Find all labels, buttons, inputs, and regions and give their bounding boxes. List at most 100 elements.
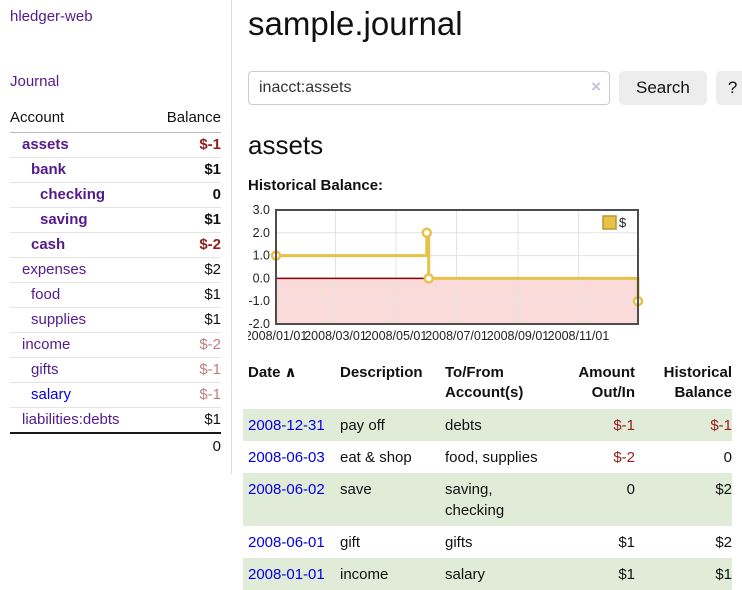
account-balance: $1 xyxy=(151,307,221,333)
account-name: expenses xyxy=(10,257,152,283)
account-row: bank $1 xyxy=(10,157,221,183)
account-balance: $2 xyxy=(151,257,221,283)
register-col-accounts: To/From Account(s) xyxy=(445,364,524,401)
account-balance: 0 xyxy=(151,182,221,208)
account-row: liabilities:debts $1 xyxy=(10,407,221,433)
transaction-row: 2008-01-01 income salary $1 $1 xyxy=(243,558,732,590)
svg-text:2008/09/01: 2008/09/01 xyxy=(487,329,550,343)
transaction-date: 2008-06-01 xyxy=(243,526,340,558)
account-name: liabilities:debts xyxy=(10,407,152,433)
transaction-amount: $1 xyxy=(618,566,635,583)
transaction-balance: 0 xyxy=(723,449,732,466)
search-button[interactable]: Search xyxy=(619,71,707,105)
transaction-date-link[interactable]: 2008-12-31 xyxy=(248,417,325,434)
transaction-accounts: debts xyxy=(445,417,482,434)
account-link[interactable]: expenses xyxy=(22,261,87,278)
transaction-row: 2008-12-31 pay off debts $-1 $-1 xyxy=(243,409,732,441)
transaction-description: save xyxy=(340,481,372,498)
account-row: income $-2 xyxy=(10,332,221,358)
account-link[interactable]: food xyxy=(31,286,61,303)
transaction-description: pay off xyxy=(340,417,385,434)
transaction-amount: $1 xyxy=(618,534,635,551)
account-link[interactable]: gifts xyxy=(31,361,59,378)
transaction-date-link[interactable]: 2008-06-03 xyxy=(248,449,325,466)
account-balance: $1 xyxy=(151,282,221,308)
account-row: gifts $-1 xyxy=(10,357,221,383)
account-name: supplies xyxy=(10,307,152,333)
transaction-date: 2008-12-31 xyxy=(243,409,340,441)
account-row: saving $1 xyxy=(10,207,221,233)
accounts-table: Account Balance assets $-1 bank $1 check… xyxy=(10,106,221,460)
account-balance: $1 xyxy=(151,407,221,433)
account-link[interactable]: income xyxy=(22,336,71,353)
account-row: cash $-2 xyxy=(10,232,221,258)
balance-col-header: Balance xyxy=(151,106,221,133)
search-box: × xyxy=(248,71,610,105)
svg-text:2008/07/01: 2008/07/01 xyxy=(425,329,488,343)
account-row: supplies $1 xyxy=(10,307,221,333)
account-name: assets xyxy=(10,133,151,158)
main-content: sample.journal × Search ? assets Histori… xyxy=(232,0,742,590)
account-balance: $-1 xyxy=(151,382,221,408)
account-link[interactable]: supplies xyxy=(31,311,87,328)
transaction-amount: 0 xyxy=(626,481,635,498)
transaction-date: 2008-01-01 xyxy=(243,558,340,590)
help-button[interactable]: ? xyxy=(715,71,742,105)
register-col-amount: Amount Out/In xyxy=(578,364,635,401)
svg-text:-1.0: -1.0 xyxy=(248,294,270,308)
clear-search-icon[interactable]: × xyxy=(591,77,601,96)
sidebar-item-journal[interactable]: Journal xyxy=(10,73,60,90)
brand: hledger-web xyxy=(10,8,221,26)
accounts-total-row: 0 xyxy=(10,432,221,460)
svg-text:3.0: 3.0 xyxy=(253,205,270,217)
accounts-col-header: Account xyxy=(10,106,152,133)
account-link[interactable]: salary xyxy=(31,386,72,403)
search-bar: × Search ? xyxy=(248,71,742,105)
account-name: cash xyxy=(10,232,152,258)
svg-text:1.0: 1.0 xyxy=(253,249,270,263)
account-link[interactable]: checking xyxy=(40,186,106,203)
account-link[interactable]: assets xyxy=(22,136,69,153)
register-header-row: Date ∧ Description To/From Account(s) Amo… xyxy=(243,361,732,409)
transaction-date-link[interactable]: 2008-06-01 xyxy=(248,534,325,551)
transaction-balance: $1 xyxy=(715,566,732,583)
account-name: saving xyxy=(10,207,152,233)
account-row: food $1 xyxy=(10,282,221,308)
register-table: Date ∧ Description To/From Account(s) Amo… xyxy=(243,361,732,590)
transaction-description: gift xyxy=(340,534,361,551)
sidebar: hledger-web Journal Account Balance asse… xyxy=(0,0,232,474)
account-name: bank xyxy=(10,157,152,183)
sort-ascending-icon: ∧ xyxy=(284,364,297,381)
transaction-amount: $-2 xyxy=(613,449,635,466)
account-row: assets $-1 xyxy=(10,133,221,158)
account-link[interactable]: bank xyxy=(31,161,67,178)
account-name: gifts xyxy=(10,357,152,383)
account-balance: $-2 xyxy=(151,232,221,258)
sidebar-nav: Journal xyxy=(10,73,221,91)
transaction-date: 2008-06-02 xyxy=(243,473,340,526)
svg-text:2008/03/01: 2008/03/01 xyxy=(304,329,367,343)
transaction-date-link[interactable]: 2008-06-02 xyxy=(248,481,325,498)
transaction-date-link[interactable]: 2008-01-01 xyxy=(248,566,325,583)
search-input[interactable] xyxy=(248,71,610,105)
svg-text:$: $ xyxy=(619,215,627,230)
account-balance: $-2 xyxy=(151,332,221,358)
account-link[interactable]: saving xyxy=(40,211,88,228)
transaction-row: 2008-06-01 gift gifts $1 $2 xyxy=(243,526,732,558)
transaction-description: eat & shop xyxy=(340,449,412,466)
account-row: expenses $2 xyxy=(10,257,221,283)
register-col-date[interactable]: Date ∧ xyxy=(248,364,297,381)
transaction-accounts: salary xyxy=(445,566,486,583)
account-name: salary xyxy=(10,382,152,408)
chart-canvas: 3.0 2.0 1.0 0.0 -1.0 -2.02008/01/012008/03/01… xyxy=(245,203,644,343)
transaction-balance: $-1 xyxy=(710,417,732,434)
account-link[interactable]: cash xyxy=(31,236,66,253)
account-link[interactable]: liabilities:debts xyxy=(22,411,120,428)
account-name: food xyxy=(10,282,152,308)
accounts-total-value: 0 xyxy=(151,432,221,460)
account-balance: $1 xyxy=(151,157,221,183)
brand-link[interactable]: hledger-web xyxy=(10,8,93,25)
account-name: checking xyxy=(10,182,152,208)
svg-text:2008/01/01: 2008/01/01 xyxy=(248,329,307,343)
